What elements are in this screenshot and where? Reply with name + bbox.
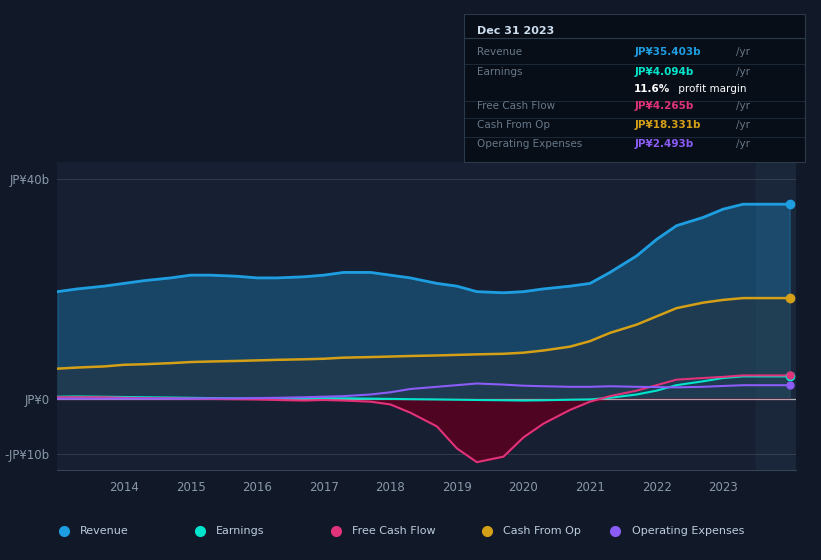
Text: Revenue: Revenue: [80, 526, 129, 536]
Text: JP¥4.265b: JP¥4.265b: [635, 101, 694, 111]
Text: JP¥35.403b: JP¥35.403b: [635, 46, 701, 57]
Text: profit margin: profit margin: [675, 84, 746, 94]
Text: Earnings: Earnings: [478, 67, 523, 77]
Text: /yr: /yr: [736, 46, 750, 57]
Text: /yr: /yr: [736, 120, 750, 130]
Text: Operating Expenses: Operating Expenses: [631, 526, 744, 536]
Text: /yr: /yr: [736, 67, 750, 77]
Text: Free Cash Flow: Free Cash Flow: [478, 101, 556, 111]
Text: Cash From Op: Cash From Op: [503, 526, 581, 536]
Text: Free Cash Flow: Free Cash Flow: [352, 526, 436, 536]
Text: JP¥2.493b: JP¥2.493b: [635, 139, 694, 150]
Text: Operating Expenses: Operating Expenses: [478, 139, 583, 150]
Text: JP¥18.331b: JP¥18.331b: [635, 120, 700, 130]
Text: /yr: /yr: [736, 101, 750, 111]
Text: JP¥4.094b: JP¥4.094b: [635, 67, 694, 77]
Text: /yr: /yr: [736, 139, 750, 150]
Text: Dec 31 2023: Dec 31 2023: [478, 26, 555, 36]
Text: Cash From Op: Cash From Op: [478, 120, 551, 130]
Text: Revenue: Revenue: [478, 46, 523, 57]
Bar: [756, 162, 796, 470]
Text: 11.6%: 11.6%: [635, 84, 671, 94]
Text: Earnings: Earnings: [216, 526, 265, 536]
